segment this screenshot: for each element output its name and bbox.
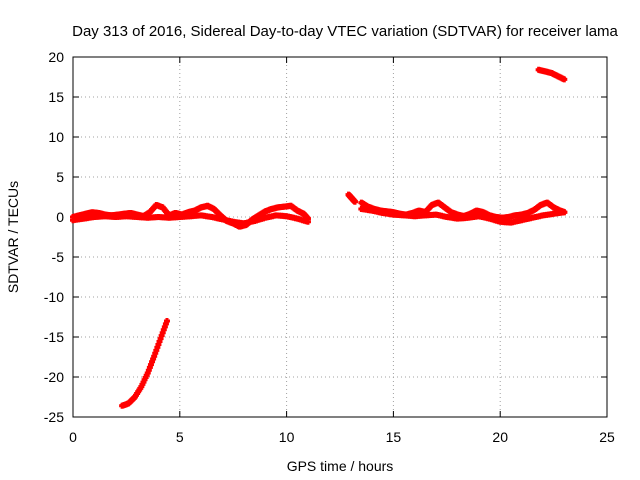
y-tick-label: -15 [44,329,64,345]
x-tick-label: 10 [279,429,295,445]
y-tick-label: -10 [44,289,64,305]
x-tick-label: 20 [492,429,508,445]
plot-frame [72,56,608,418]
y-tick-label: -5 [52,249,65,265]
y-tick-label: 0 [56,209,64,225]
y-tick-label: 10 [48,129,64,145]
x-tick-label: 25 [599,429,615,445]
data-point [351,198,358,205]
series-main-band-1-lower [70,212,311,227]
chart-title: Day 313 of 2016, Sidereal Day-to-day VTE… [72,23,618,40]
y-axis-label: SDTVAR / TECUs [5,181,21,293]
series-isolated-blob [345,191,358,205]
data-point [163,318,170,324]
data-point [561,76,568,83]
y-tick-label: -20 [44,369,64,385]
grid [73,57,607,417]
x-tick-label: 5 [176,429,184,445]
series-early-decline [119,318,170,409]
data-point [561,209,568,216]
tick-labels: 0 5 10 15 20 25 -25 -20 -15 -10 -5 0 5 10 15 20 [44,49,615,445]
x-tick-label: 0 [69,429,77,445]
series-main-band-2-lower [358,206,568,226]
y-tick-label: 5 [56,169,64,185]
y-tick-label: 20 [48,49,64,65]
data-point [304,218,311,225]
x-axis-label: GPS time / hours [287,458,394,474]
x-tick-label: 15 [386,429,402,445]
series-late-high [535,66,568,83]
data-points [70,66,568,409]
y-tick-label: -25 [44,409,64,425]
axis-ticks [72,56,608,418]
y-tick-label: 15 [48,89,64,105]
